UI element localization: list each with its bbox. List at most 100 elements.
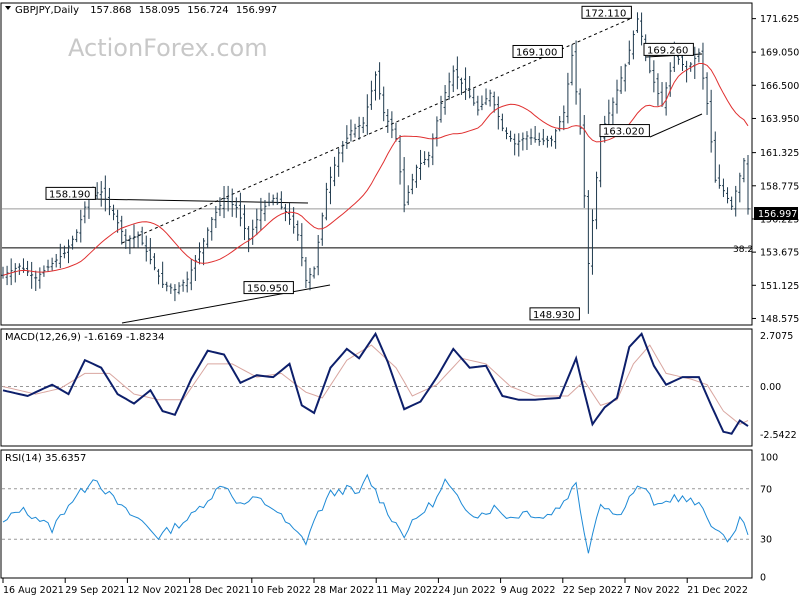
candle (243, 204, 247, 241)
candle (631, 30, 635, 60)
price-tick-label: 166.500 (760, 81, 799, 92)
candle (468, 76, 472, 99)
candle (83, 201, 87, 224)
candle (136, 231, 140, 249)
candle (656, 73, 660, 106)
candle (316, 234, 320, 276)
candle (30, 261, 34, 289)
candle (185, 271, 189, 293)
candle (54, 253, 58, 268)
candle (545, 135, 549, 148)
candle (533, 125, 537, 143)
price-annotation: 169.260 (643, 42, 694, 56)
candle (238, 192, 242, 227)
candle (566, 72, 570, 124)
candle (38, 267, 42, 289)
rsi-tick-label: 30 (760, 535, 772, 546)
candle (349, 119, 353, 142)
candle (635, 12, 639, 33)
candle (58, 243, 62, 269)
candle (509, 130, 513, 142)
candle (157, 268, 161, 285)
candle (66, 239, 70, 264)
candle (513, 133, 517, 156)
price-tick-label: 161.325 (760, 148, 799, 159)
candle (623, 63, 627, 92)
candle (619, 66, 623, 94)
candle (717, 164, 721, 189)
candle (365, 94, 369, 135)
level-lines (2, 208, 751, 540)
price-candles (1, 12, 750, 314)
candle (378, 62, 382, 100)
price-annotation: 169.100 (512, 44, 563, 58)
candle (148, 237, 152, 265)
candle (488, 89, 492, 107)
price-annotation-label: 163.020 (603, 127, 644, 138)
candle (640, 12, 644, 46)
candle (701, 42, 705, 90)
candle (5, 265, 9, 286)
candle (177, 282, 181, 295)
candle (218, 197, 222, 217)
macd-tick-label: 2.7075 (760, 331, 793, 342)
candle (341, 140, 345, 163)
candle (304, 257, 308, 289)
candle (144, 235, 148, 262)
macd-lines (2, 331, 749, 435)
candle (382, 86, 386, 122)
candle (738, 172, 742, 203)
candle (451, 65, 455, 93)
candle (34, 270, 38, 291)
candle (222, 185, 226, 219)
candle (464, 67, 468, 100)
fib-label: 38.2 (733, 245, 753, 255)
candle (414, 164, 418, 188)
price-annotation-label: 172.110 (585, 8, 626, 19)
rsi-tick-label: 70 (760, 484, 772, 495)
price-annotations: 158.190 150.950 169.100 148.930 172.110 163.0… (45, 5, 694, 321)
candle (173, 284, 177, 302)
macd-y-axis: 2.7075 0.00 -2.5422 (760, 331, 797, 441)
price-annotation-label: 169.260 (647, 45, 688, 56)
candle (374, 71, 377, 101)
candle (333, 156, 337, 187)
x-tick-label: 28 Dec 2021 (190, 585, 251, 596)
rsi-y-axis: 100 70 30 0 (760, 453, 778, 584)
candle (230, 188, 234, 217)
rsi-tick-label: 100 (760, 453, 778, 464)
candle (210, 216, 214, 241)
candle (62, 245, 66, 259)
candle (169, 283, 173, 294)
candle (161, 261, 165, 288)
candle (140, 226, 144, 246)
candle (259, 197, 263, 231)
rsi-title: RSI(14) 35.6357 (5, 453, 86, 464)
candle (386, 109, 390, 133)
price-panel-frame (0, 2, 753, 326)
candle (124, 229, 128, 249)
candle (214, 205, 218, 229)
candle (529, 128, 533, 145)
candle (292, 207, 296, 234)
candle (582, 115, 586, 208)
candle (439, 95, 443, 123)
candle (550, 135, 554, 147)
candle (353, 123, 357, 138)
candle (615, 79, 619, 114)
candle (496, 96, 500, 130)
candle (627, 40, 631, 65)
candle (337, 148, 341, 177)
watermark: ActionForex.com (68, 34, 268, 62)
candle (116, 209, 120, 233)
candle (590, 209, 594, 275)
candle (726, 187, 730, 204)
candle (562, 105, 566, 131)
price-title-text: GBPJPY,Daily 157.868 158.095 156.724 156… (15, 5, 277, 16)
macd-tick-label: -2.5422 (760, 430, 797, 441)
candle (480, 95, 484, 111)
candle (42, 265, 46, 277)
candle (202, 238, 206, 266)
candle (132, 224, 136, 248)
